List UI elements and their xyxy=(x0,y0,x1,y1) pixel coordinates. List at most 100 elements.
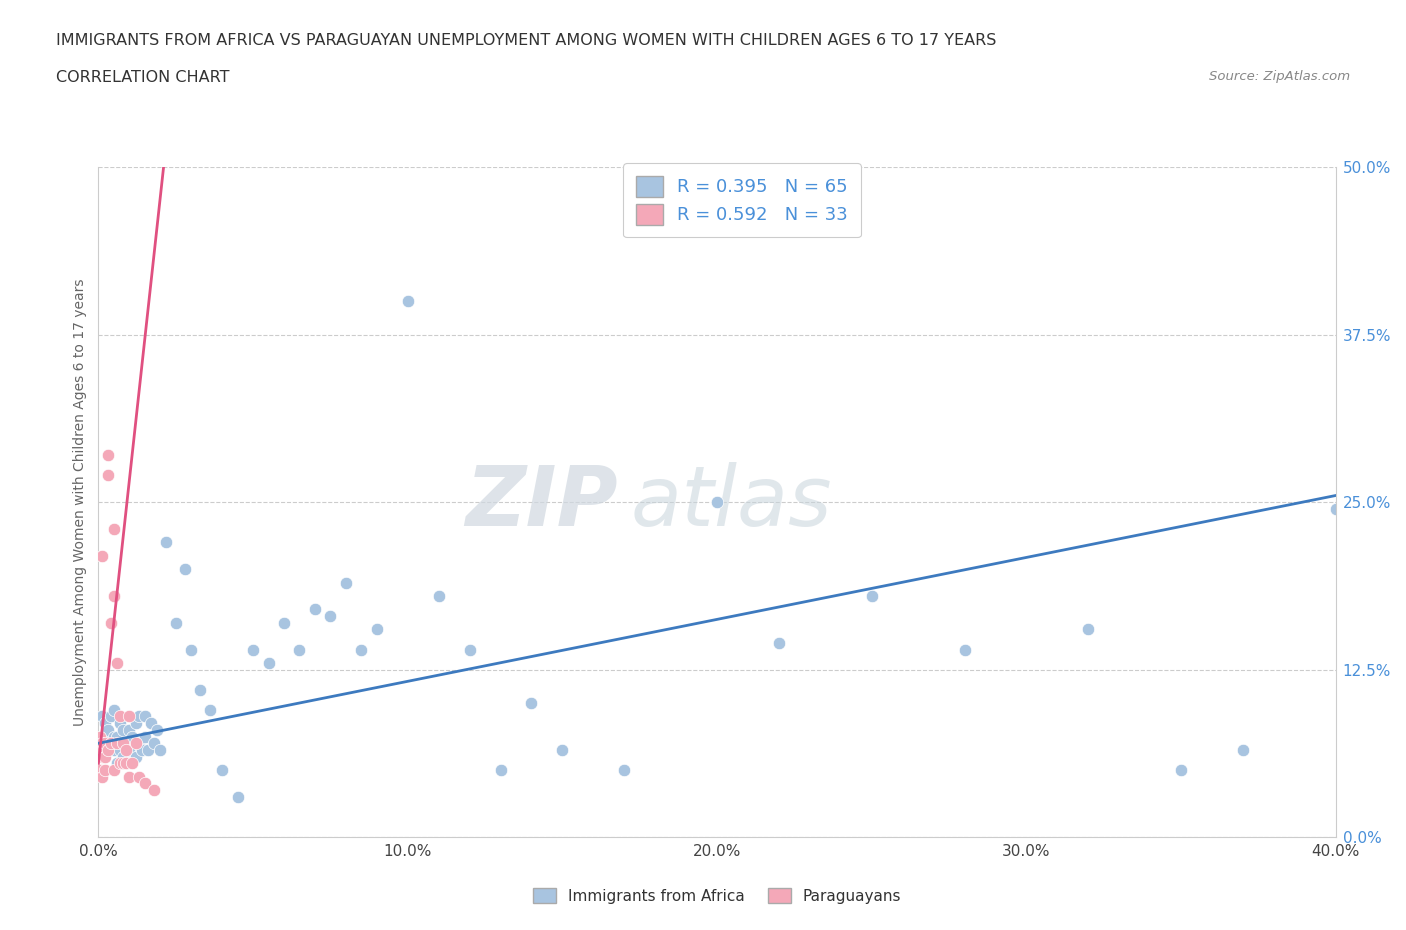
Point xyxy=(100,709,122,724)
Point xyxy=(706,495,728,510)
Point xyxy=(155,535,177,550)
Point xyxy=(139,716,162,731)
Point xyxy=(146,723,169,737)
Point xyxy=(105,729,128,744)
Point xyxy=(860,589,883,604)
Point xyxy=(121,729,143,744)
Point xyxy=(211,763,233,777)
Point xyxy=(103,589,125,604)
Point xyxy=(118,769,141,784)
Point xyxy=(427,589,450,604)
Point xyxy=(190,683,212,698)
Point xyxy=(124,750,146,764)
Point xyxy=(93,736,115,751)
Point xyxy=(396,294,419,309)
Point xyxy=(319,608,342,623)
Point xyxy=(134,776,156,790)
Text: Source: ZipAtlas.com: Source: ZipAtlas.com xyxy=(1209,70,1350,83)
Point xyxy=(93,763,115,777)
Point xyxy=(613,763,636,777)
Point xyxy=(103,729,125,744)
Y-axis label: Unemployment Among Women with Children Ages 6 to 17 years: Unemployment Among Women with Children A… xyxy=(73,278,87,726)
Point xyxy=(165,616,187,631)
Point xyxy=(100,616,122,631)
Point xyxy=(112,723,135,737)
Point xyxy=(91,742,114,757)
Point xyxy=(350,642,373,657)
Point xyxy=(89,763,111,777)
Point xyxy=(112,736,135,751)
Point xyxy=(112,756,135,771)
Point xyxy=(118,742,141,757)
Point xyxy=(273,616,295,631)
Text: CORRELATION CHART: CORRELATION CHART xyxy=(56,70,229,85)
Point xyxy=(366,622,388,637)
Point xyxy=(112,750,135,764)
Point xyxy=(93,729,115,744)
Point xyxy=(143,783,166,798)
Point xyxy=(118,723,141,737)
Text: ZIP: ZIP xyxy=(465,461,619,543)
Point xyxy=(103,763,125,777)
Point xyxy=(134,709,156,724)
Point xyxy=(953,642,976,657)
Point xyxy=(1324,501,1347,516)
Text: atlas: atlas xyxy=(630,461,832,543)
Point xyxy=(149,742,172,757)
Point xyxy=(115,736,138,751)
Point xyxy=(124,716,146,731)
Point xyxy=(90,769,112,784)
Point xyxy=(97,468,120,483)
Point xyxy=(174,562,197,577)
Point xyxy=(100,736,122,751)
Point xyxy=(103,522,125,537)
Point xyxy=(198,702,221,717)
Point xyxy=(105,756,128,771)
Point xyxy=(97,448,120,463)
Point xyxy=(551,742,574,757)
Point xyxy=(93,716,115,731)
Point xyxy=(105,656,128,671)
Point xyxy=(108,742,131,757)
Point xyxy=(520,696,543,711)
Point xyxy=(128,709,150,724)
Point xyxy=(90,709,112,724)
Point xyxy=(121,756,143,771)
Point xyxy=(257,656,280,671)
Point xyxy=(489,763,512,777)
Point xyxy=(134,729,156,744)
Point xyxy=(242,642,264,657)
Point xyxy=(1170,763,1192,777)
Point xyxy=(128,736,150,751)
Point xyxy=(97,742,120,757)
Point xyxy=(115,742,138,757)
Point xyxy=(304,602,326,617)
Point xyxy=(90,549,112,564)
Point xyxy=(108,716,131,731)
Point xyxy=(105,736,128,751)
Text: IMMIGRANTS FROM AFRICA VS PARAGUAYAN UNEMPLOYMENT AMONG WOMEN WITH CHILDREN AGES: IMMIGRANTS FROM AFRICA VS PARAGUAYAN UNE… xyxy=(56,33,997,47)
Point xyxy=(128,769,150,784)
Point xyxy=(97,723,120,737)
Point xyxy=(93,750,115,764)
Point xyxy=(118,709,141,724)
Point xyxy=(124,736,146,751)
Point xyxy=(108,756,131,771)
Point xyxy=(131,742,153,757)
Point xyxy=(288,642,311,657)
Point xyxy=(1077,622,1099,637)
Point xyxy=(89,729,111,744)
Point xyxy=(115,756,138,771)
Point xyxy=(768,635,790,650)
Point xyxy=(97,742,120,757)
Point xyxy=(136,742,159,757)
Point xyxy=(226,790,249,804)
Point xyxy=(115,756,138,771)
Point xyxy=(100,736,122,751)
Point xyxy=(143,736,166,751)
Point xyxy=(108,709,131,724)
Point xyxy=(103,742,125,757)
Point xyxy=(90,736,112,751)
Legend: Immigrants from Africa, Paraguayans: Immigrants from Africa, Paraguayans xyxy=(527,882,907,910)
Point xyxy=(1232,742,1254,757)
